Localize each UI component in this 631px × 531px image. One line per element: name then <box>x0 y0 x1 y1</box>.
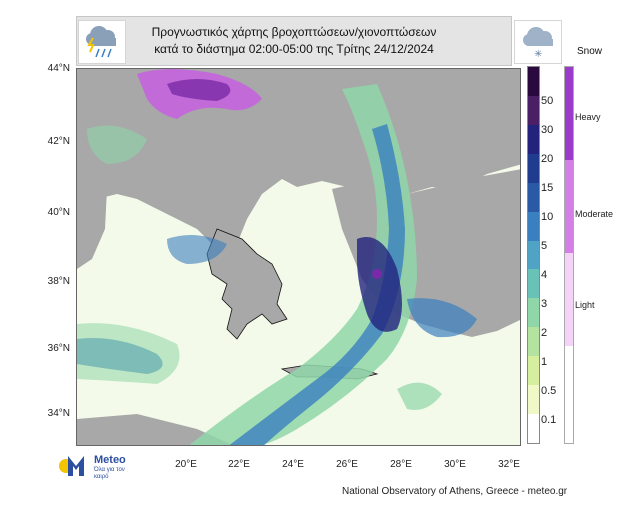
rain-scale-label: 10 <box>541 211 554 223</box>
lon-label: 32°E <box>498 459 520 470</box>
rain-scale-swatch <box>528 182 539 212</box>
rain-scale-label: 30 <box>541 124 554 136</box>
snow-scale-swatch <box>565 345 573 444</box>
title-line-1: Προγνωστικός χάρτης βροχοπτώσεων/χιονοπτ… <box>151 25 437 39</box>
snow-level-label: Heavy <box>575 112 601 122</box>
snow-scale-title: Snow <box>577 46 603 57</box>
rain-scale-label: 50 <box>541 95 554 107</box>
rain-cloud-icon <box>78 20 126 64</box>
rain-scale-swatch <box>528 211 539 241</box>
rain-scale-swatch <box>528 95 539 125</box>
lon-label: 26°E <box>336 459 358 470</box>
rain-scale-label: 0.1 <box>541 414 557 426</box>
snow-color-scale <box>564 66 574 444</box>
lat-label: 36°N <box>47 343 70 354</box>
rain-scale-label: 20 <box>541 153 554 165</box>
logo-name: Meteo <box>94 454 126 466</box>
lat-label: 44°N <box>47 63 70 74</box>
lat-label: 38°N <box>47 276 70 287</box>
lon-label: 28°E <box>390 459 412 470</box>
rain-scale-swatch <box>528 356 539 386</box>
lat-label: 42°N <box>47 136 70 147</box>
rain-scale-swatch <box>528 240 539 270</box>
lat-label: 40°N <box>47 207 70 218</box>
meteo-logo-icon <box>58 452 92 478</box>
rain-scale-label: 2 <box>541 327 548 339</box>
rain-scale-label: 0.5 <box>541 385 557 397</box>
lon-label: 20°E <box>175 459 197 470</box>
rain-scale-swatch <box>528 269 539 299</box>
snow-scale-swatch <box>565 159 573 253</box>
map-title: Προγνωστικός χάρτης βροχοπτώσεων/χιονοπτ… <box>76 16 512 66</box>
svg-text:✳: ✳ <box>534 49 542 60</box>
rain-scale-swatch <box>528 124 539 154</box>
snow-scale-swatch <box>565 67 573 160</box>
rain-scale-label: 3 <box>541 298 548 310</box>
lon-label: 24°E <box>282 459 304 470</box>
snow-level-label: Moderate <box>575 209 614 219</box>
credit-text: National Observatory of Athens, Greece -… <box>342 486 568 497</box>
snow-scale-fill <box>565 67 573 444</box>
snow-scale-swatch <box>565 252 573 346</box>
logo-tagline: Όλα για τον καιρό <box>94 467 125 480</box>
lon-label: 30°E <box>444 459 466 470</box>
rain-scale-swatch <box>528 298 539 328</box>
rain-color-scale <box>527 66 540 444</box>
snow-cloud-icon: ✳ <box>514 20 562 64</box>
rain-scale-swatch <box>528 67 539 96</box>
rain-scale-label: 4 <box>541 269 548 281</box>
rain-scale-fill <box>528 67 539 443</box>
snow-level-label: Light <box>575 300 595 310</box>
precipitation-map <box>76 68 521 446</box>
rain-scale-swatch <box>528 414 539 443</box>
lon-label: 22°E <box>228 459 250 470</box>
rain-scale-swatch <box>528 385 539 415</box>
rain-scale-swatch <box>528 327 539 357</box>
lat-label: 34°N <box>47 408 70 419</box>
title-line-2: κατά το διάστημα 02:00-05:00 της Τρίτης … <box>154 42 434 56</box>
rain-scale-label: 15 <box>541 182 554 194</box>
rain-scale-swatch <box>528 153 539 183</box>
rain-scale-label: 1 <box>541 356 548 368</box>
rain-scale-label: 5 <box>541 240 548 252</box>
